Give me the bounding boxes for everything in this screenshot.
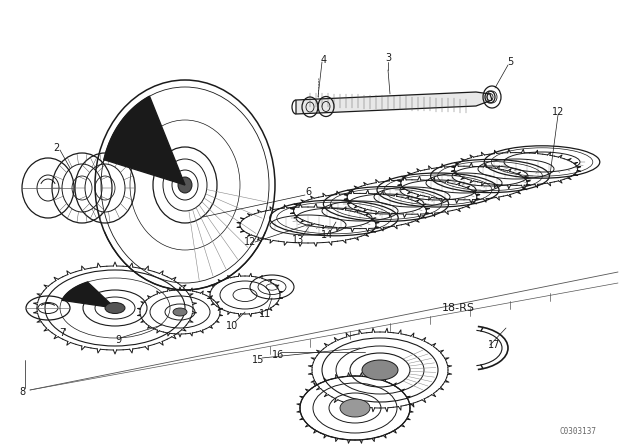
Text: 7: 7	[59, 328, 65, 338]
Text: 13: 13	[292, 235, 304, 245]
Text: 10: 10	[226, 321, 238, 331]
Text: 9: 9	[115, 335, 121, 345]
Ellipse shape	[362, 360, 398, 380]
Ellipse shape	[173, 308, 187, 316]
Text: 1: 1	[123, 142, 129, 152]
Text: 12: 12	[244, 237, 256, 247]
Text: 2: 2	[53, 143, 59, 153]
Text: 5: 5	[507, 57, 513, 67]
Text: 18-RS: 18-RS	[442, 303, 474, 313]
Ellipse shape	[340, 399, 370, 417]
Text: 17: 17	[488, 340, 500, 350]
Text: 3: 3	[385, 53, 391, 63]
Text: 6: 6	[305, 187, 311, 197]
Text: 14: 14	[321, 230, 333, 240]
Ellipse shape	[105, 302, 125, 314]
Text: 16: 16	[272, 350, 284, 360]
Text: 8: 8	[19, 387, 25, 397]
Polygon shape	[296, 92, 492, 114]
Text: 11: 11	[259, 309, 271, 319]
Polygon shape	[62, 282, 115, 308]
Polygon shape	[104, 96, 185, 185]
Text: 15: 15	[252, 355, 264, 365]
Text: 12: 12	[552, 107, 564, 117]
Ellipse shape	[178, 177, 192, 193]
Text: C0303137: C0303137	[560, 427, 597, 436]
Text: 4: 4	[321, 55, 327, 65]
